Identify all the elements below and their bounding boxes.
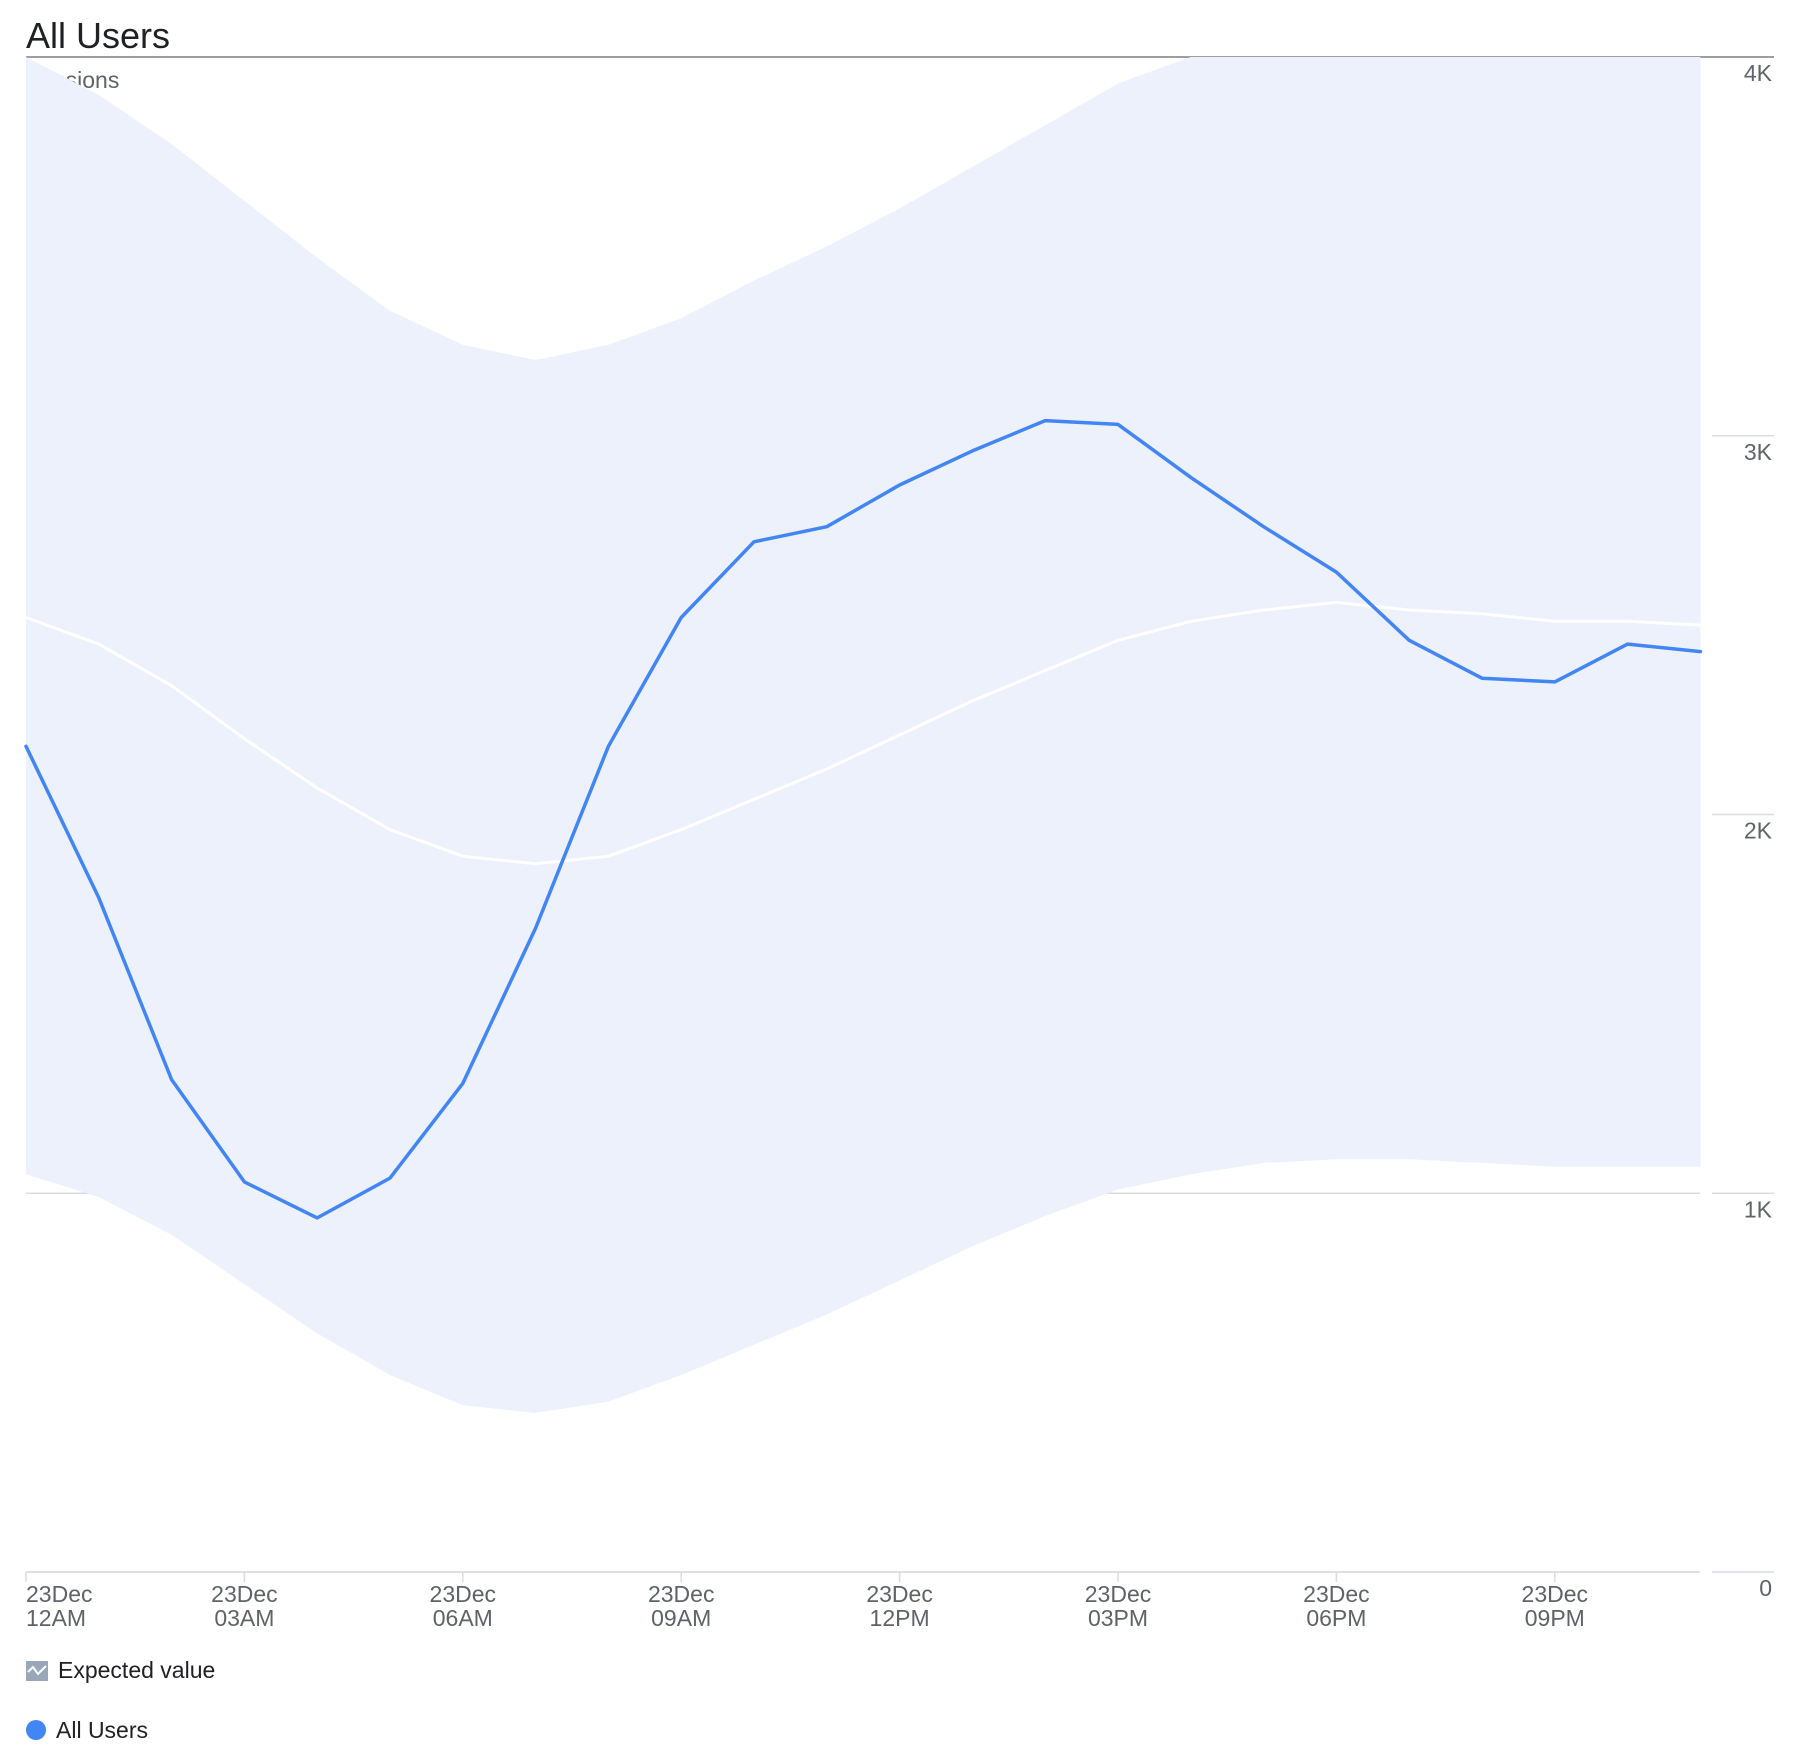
- all-users-point[interactable]: [1624, 640, 1632, 648]
- all-users-point[interactable]: [1114, 420, 1122, 428]
- y-tick-label: 3K: [1744, 439, 1773, 465]
- x-tick-label-date: 23Dec: [648, 1581, 714, 1607]
- expected-range-area: [26, 57, 1701, 1413]
- all-users-point[interactable]: [604, 742, 612, 750]
- x-tick-label-date: 23Dec: [26, 1581, 92, 1607]
- all-users-point[interactable]: [823, 523, 831, 531]
- x-tick-label-time: 12PM: [870, 1605, 930, 1631]
- all-users-point[interactable]: [240, 1178, 248, 1186]
- x-tick-label-date: 23Dec: [1303, 1581, 1369, 1607]
- all-users-point[interactable]: [459, 1079, 467, 1087]
- all-users-point[interactable]: [1405, 636, 1413, 644]
- all-users-point[interactable]: [677, 614, 685, 622]
- y-tick-label: 2K: [1744, 818, 1773, 844]
- x-tick-label-date: 23Dec: [866, 1581, 932, 1607]
- x-tick-label-date: 23Dec: [430, 1581, 496, 1607]
- all-users-point[interactable]: [22, 742, 30, 750]
- chart-title: All Users: [26, 15, 171, 56]
- y-axis: 0 1K 2K 3K 4K: [1744, 60, 1773, 1601]
- all-users-point[interactable]: [968, 447, 976, 455]
- all-users-point[interactable]: [1551, 678, 1559, 686]
- all-users-point[interactable]: [313, 1214, 321, 1222]
- legend-item-expected-value[interactable]: Expected value: [26, 1655, 215, 1685]
- expected-value-line: [25, 600, 1701, 866]
- x-tick-label-time: 06AM: [433, 1605, 493, 1631]
- all-users-point[interactable]: [532, 924, 540, 932]
- y-tick-label: 1K: [1744, 1196, 1773, 1222]
- x-tick-label-date: 23Dec: [211, 1581, 277, 1607]
- x-tick-label-time: 12AM: [26, 1605, 86, 1631]
- all-users-point[interactable]: [1332, 568, 1340, 576]
- all-users-series: [22, 417, 1704, 1222]
- legend-label-all-users: All Users: [56, 1716, 149, 1743]
- x-tick-label-time: 03AM: [214, 1605, 274, 1631]
- x-tick-label-date: 23Dec: [1085, 1581, 1151, 1607]
- all-users-point[interactable]: [750, 538, 758, 546]
- y-tick-label: 0: [1759, 1575, 1772, 1601]
- all-users-dot-icon: [26, 1720, 46, 1740]
- y-tick-label: 4K: [1744, 60, 1773, 86]
- legend-label-expected-value: Expected value: [58, 1656, 216, 1683]
- x-tick-label-time: 09PM: [1525, 1605, 1585, 1631]
- all-users-point[interactable]: [1041, 417, 1049, 425]
- all-users-line[interactable]: [24, 418, 1703, 1220]
- expected-range-band: [26, 57, 1701, 1413]
- x-tick-label-time: 06PM: [1306, 1605, 1366, 1631]
- legend-item-all-users[interactable]: All Users: [26, 1715, 148, 1745]
- all-users-point[interactable]: [386, 1174, 394, 1182]
- x-tick-label-time: 03PM: [1088, 1605, 1148, 1631]
- all-users-point[interactable]: [896, 481, 904, 489]
- all-users-point[interactable]: [95, 894, 103, 902]
- all-users-point[interactable]: [1260, 523, 1268, 531]
- all-users-point[interactable]: [1696, 648, 1704, 656]
- all-users-point[interactable]: [1478, 674, 1486, 682]
- all-users-point[interactable]: [1187, 473, 1195, 481]
- all-users-point[interactable]: [168, 1076, 176, 1084]
- x-tick-label-date: 23Dec: [1522, 1581, 1588, 1607]
- x-tick-label-time: 09AM: [651, 1605, 711, 1631]
- expected-value-icon: [26, 1660, 48, 1681]
- expected-value-series: [25, 600, 1701, 866]
- x-axis: 23Dec12AM23Dec03AM23Dec06AM23Dec09AM23De…: [25, 1571, 1700, 1631]
